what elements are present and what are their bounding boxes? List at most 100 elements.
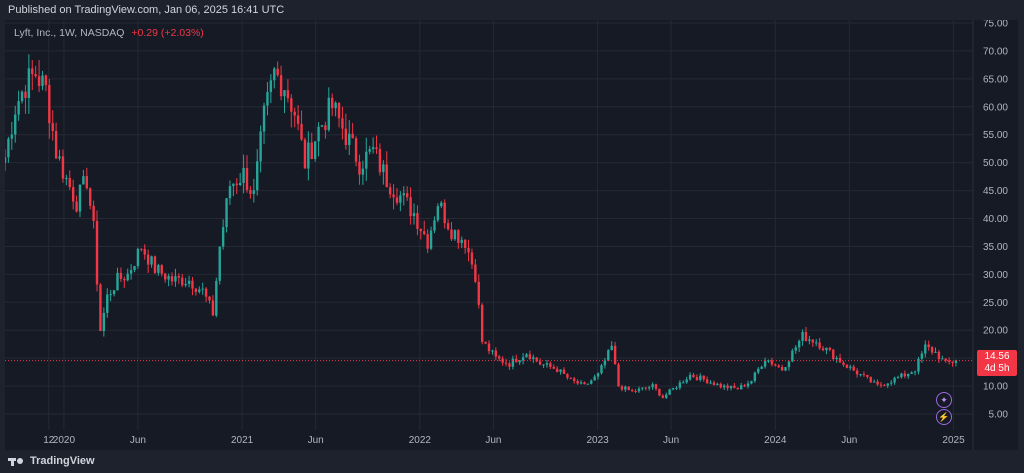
candle-body xyxy=(907,373,910,377)
candle-body xyxy=(256,161,259,191)
candle-body xyxy=(528,354,532,360)
candle-body xyxy=(855,370,859,375)
candle-body xyxy=(136,248,140,267)
candle-body xyxy=(941,358,944,360)
x-tick-label: Jun xyxy=(663,435,679,446)
candle-body xyxy=(351,133,354,139)
candle-body xyxy=(163,273,167,280)
candle-body xyxy=(838,357,842,363)
candle-body xyxy=(419,228,423,232)
candle-body xyxy=(876,381,879,385)
candle-body xyxy=(109,294,112,296)
candle-body xyxy=(872,381,876,383)
y-tick-label: 70.00 xyxy=(983,46,1008,57)
candle-body xyxy=(65,177,68,179)
candle-body xyxy=(58,156,61,159)
candle-body xyxy=(849,366,852,368)
candle-body xyxy=(685,379,688,383)
candle-body xyxy=(119,272,123,279)
candle-body xyxy=(78,184,82,212)
candle-body xyxy=(545,363,549,365)
chart-area[interactable]: 5.0010.0015.0020.0025.0030.0035.0040.004… xyxy=(5,20,1018,450)
candle-body xyxy=(913,371,917,373)
candle-body xyxy=(804,332,808,341)
candle-body xyxy=(341,118,344,129)
candle-body xyxy=(654,384,658,389)
candle-body xyxy=(235,183,238,185)
candle-body xyxy=(450,229,453,240)
brand-label: TradingView xyxy=(30,455,95,467)
candle-body xyxy=(273,68,276,81)
candle-body xyxy=(140,248,143,250)
candle-body xyxy=(201,288,204,290)
candle-body xyxy=(269,80,273,93)
candle-body xyxy=(924,344,927,354)
dividend-icon[interactable]: ⚡ xyxy=(936,409,952,425)
last-price-label: 14.56 4d 5h xyxy=(977,350,1017,376)
candle-body xyxy=(31,68,34,75)
x-tick-label: 2025 xyxy=(942,435,965,446)
y-tick-label: 60.00 xyxy=(983,102,1008,113)
candle-body xyxy=(82,176,85,185)
candle-body xyxy=(215,280,218,316)
candle-body xyxy=(286,90,290,99)
candle-body xyxy=(443,202,446,224)
candle-body xyxy=(883,385,886,387)
candle-body xyxy=(777,365,780,368)
candle-body xyxy=(313,141,317,160)
candle-body xyxy=(549,363,552,367)
candle-body xyxy=(678,382,682,388)
x-tick-label: Jun xyxy=(308,435,324,446)
candle-body xyxy=(27,68,31,99)
candle-body xyxy=(634,391,637,393)
candle-body xyxy=(276,68,279,76)
candle-body xyxy=(641,387,644,389)
event-flag-icon[interactable]: ✦ xyxy=(936,392,952,408)
candle-body xyxy=(797,340,801,348)
candle-body xyxy=(37,76,41,86)
candle-body xyxy=(590,380,593,384)
top-bar: Published on TradingView.com, Jan 06, 20… xyxy=(0,0,1024,20)
candle-body xyxy=(460,239,463,243)
candle-body xyxy=(184,283,187,286)
candle-body xyxy=(658,388,661,396)
candle-body xyxy=(620,386,624,390)
candle-body xyxy=(712,382,716,385)
candle-body xyxy=(937,351,941,360)
candle-body xyxy=(733,385,736,388)
candle-body xyxy=(198,289,201,292)
candle-body xyxy=(440,202,443,207)
candle-body xyxy=(405,193,409,198)
x-tick-label: 12 xyxy=(43,435,55,446)
candle-body xyxy=(825,347,828,351)
candle-body xyxy=(583,382,586,385)
candle-body xyxy=(815,342,818,344)
candle-body xyxy=(586,383,590,385)
candle-body xyxy=(436,206,440,221)
bottom-bar xyxy=(0,450,1024,473)
candle-body xyxy=(859,374,862,376)
candle-body xyxy=(610,345,613,351)
candle-body xyxy=(75,201,78,212)
x-tick-label: 2020 xyxy=(53,435,76,446)
candle-body xyxy=(480,304,484,342)
tradingview-logo[interactable]: TradingView xyxy=(8,455,95,467)
candle-body xyxy=(682,382,685,384)
change-label: +0.29 (+2.03%) xyxy=(131,27,204,39)
candle-body xyxy=(552,366,555,369)
candle-body xyxy=(559,369,562,372)
candle-body xyxy=(617,364,620,387)
candle-body xyxy=(644,387,647,389)
y-tick-label: 45.00 xyxy=(983,186,1008,197)
candle-body xyxy=(68,177,71,188)
candle-body xyxy=(535,357,538,362)
candle-body xyxy=(426,234,429,249)
candle-body xyxy=(920,353,924,359)
candle-body xyxy=(515,358,518,363)
candle-body xyxy=(869,376,872,383)
candle-body xyxy=(538,361,542,365)
candle-body xyxy=(774,364,777,366)
y-tick-label: 30.00 xyxy=(983,270,1008,281)
candle-body xyxy=(14,114,17,135)
candlestick-chart[interactable]: 5.0010.0015.0020.0025.0030.0035.0040.004… xyxy=(5,20,1018,450)
